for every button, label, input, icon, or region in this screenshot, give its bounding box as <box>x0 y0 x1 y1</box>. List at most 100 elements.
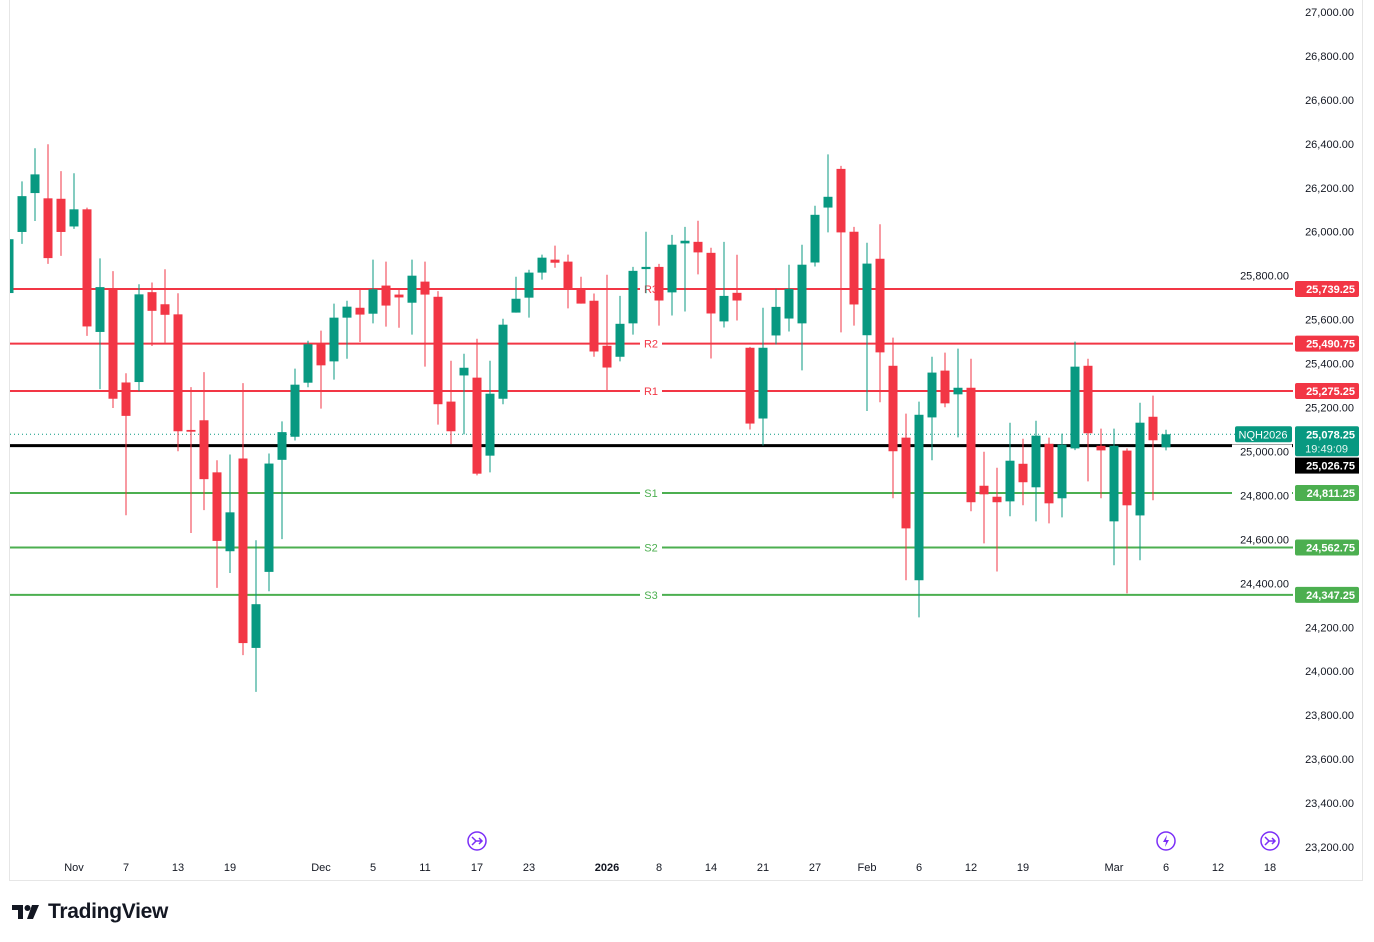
candle <box>1031 420 1041 522</box>
candle <box>823 154 833 233</box>
time-axis[interactable]: Nov 7 13 19 Dec 5 11 17 23 2026 8 14 21 27 Feb 6 12 19 Mar… <box>64 862 1276 874</box>
candle-body <box>680 240 690 244</box>
price-tick-label: 23,800.00 <box>1305 710 1354 722</box>
candle <box>940 352 950 408</box>
split-arrow-icon[interactable] <box>471 836 484 846</box>
candle <box>30 148 40 221</box>
candle-body <box>121 382 131 416</box>
candle <box>511 276 521 313</box>
candle-body <box>1135 422 1145 516</box>
candle-body <box>459 367 469 376</box>
candle-body <box>693 241 703 253</box>
candle <box>719 241 729 328</box>
price-tick-label: 24,200.00 <box>1305 622 1354 634</box>
price-tag-s3: 24,347.25 <box>1306 590 1355 602</box>
candle-body <box>134 294 144 383</box>
candle <box>459 353 469 435</box>
event-markers[interactable] <box>467 831 1280 851</box>
price-tick-label: 25,600.00 <box>1305 315 1354 327</box>
candle <box>225 454 235 573</box>
candle <box>1057 433 1067 518</box>
candle <box>420 261 430 367</box>
candle <box>849 226 859 326</box>
candle-body <box>407 275 417 303</box>
price-tick-label: 24,800.00 <box>1240 490 1289 502</box>
candle-body <box>1109 445 1119 522</box>
candle-body <box>1044 443 1054 504</box>
candle-body <box>56 198 66 232</box>
candle-body <box>1096 445 1106 451</box>
candle-body <box>875 258 885 353</box>
price-tag-s2: 24,562.75 <box>1306 543 1355 555</box>
price-tick-label: 25,800.00 <box>1240 271 1289 283</box>
pivot-label-s1: S1 <box>644 488 657 500</box>
time-tick-label: 18 <box>1264 862 1276 874</box>
candle-body <box>355 307 365 315</box>
candle <box>1070 341 1080 451</box>
time-tick-label: 14 <box>705 862 717 874</box>
candle-body <box>745 347 755 424</box>
candle <box>901 413 911 581</box>
event-marker[interactable] <box>1260 831 1280 851</box>
candle-body <box>966 387 976 503</box>
candle <box>680 226 690 312</box>
candle-body <box>264 463 274 572</box>
candle <box>1135 402 1145 561</box>
candle-body <box>732 292 742 301</box>
candle <box>290 368 300 441</box>
price-tick-label-bg <box>1232 268 1292 283</box>
candle-body <box>251 604 261 648</box>
candle-body <box>797 264 807 324</box>
candle-body <box>823 196 833 208</box>
candle <box>1018 438 1028 506</box>
candle <box>537 254 547 280</box>
candle-body <box>394 294 404 298</box>
candle <box>810 205 820 267</box>
candle-body <box>654 266 664 301</box>
candle-body <box>576 288 586 304</box>
candle-body <box>1018 463 1028 483</box>
price-tag-bg <box>1295 335 1359 352</box>
event-marker[interactable] <box>1156 831 1176 851</box>
candle-body <box>940 370 950 404</box>
candle <box>316 330 326 409</box>
price-axis-ticks-inner: 24,400.00 24,600.00 24,800.00 25,000.00 25,8… <box>1232 268 1292 591</box>
tradingview-logo[interactable]: TradingView <box>12 900 168 924</box>
split-arrow-icon[interactable] <box>1264 836 1277 846</box>
candle <box>758 307 768 446</box>
time-tick-label: 2026 <box>595 862 619 874</box>
pivot-label-r2: R2 <box>644 339 658 351</box>
candle <box>381 261 391 327</box>
candle-body <box>69 209 79 227</box>
candle <box>173 293 183 452</box>
candle-body <box>706 252 716 314</box>
candle <box>1148 395 1158 501</box>
candle <box>628 266 638 335</box>
candle-body <box>1083 365 1093 434</box>
time-tick-label: 8 <box>656 862 662 874</box>
time-tick-label: Nov <box>64 862 84 874</box>
candle-body <box>17 196 27 232</box>
time-tick-label: 17 <box>471 862 483 874</box>
candle <box>875 224 885 403</box>
candle-body <box>849 231 859 305</box>
candle-body <box>10 239 14 294</box>
candle <box>706 247 716 359</box>
candle <box>472 338 482 476</box>
candle <box>69 173 79 229</box>
candle-body <box>82 209 92 327</box>
event-marker[interactable] <box>467 831 487 851</box>
candle <box>667 234 677 316</box>
candle <box>303 340 313 388</box>
time-tick-label: 6 <box>1163 862 1169 874</box>
candle-body <box>628 270 638 324</box>
price-tick-label: 25,000.00 <box>1240 446 1289 458</box>
candle-body <box>303 344 313 383</box>
candle <box>433 291 443 425</box>
lightning-icon[interactable] <box>1163 835 1169 847</box>
candle <box>368 259 378 324</box>
pivot-label-s3: S3 <box>644 590 657 602</box>
candle-body <box>1148 416 1158 441</box>
